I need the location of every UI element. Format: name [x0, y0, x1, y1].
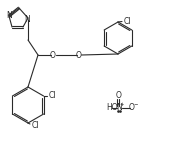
Text: O: O	[76, 50, 82, 59]
Text: Cl: Cl	[124, 16, 132, 26]
Text: +: +	[120, 102, 124, 107]
Text: N: N	[116, 103, 122, 112]
Text: O: O	[50, 50, 56, 59]
Text: Cl: Cl	[32, 120, 39, 130]
Text: HO: HO	[106, 103, 118, 112]
Text: O: O	[116, 92, 122, 101]
Text: Cl: Cl	[49, 92, 56, 101]
Text: −: −	[133, 102, 138, 107]
Text: N: N	[24, 14, 30, 24]
Text: N: N	[6, 11, 12, 21]
Text: O: O	[129, 103, 135, 112]
